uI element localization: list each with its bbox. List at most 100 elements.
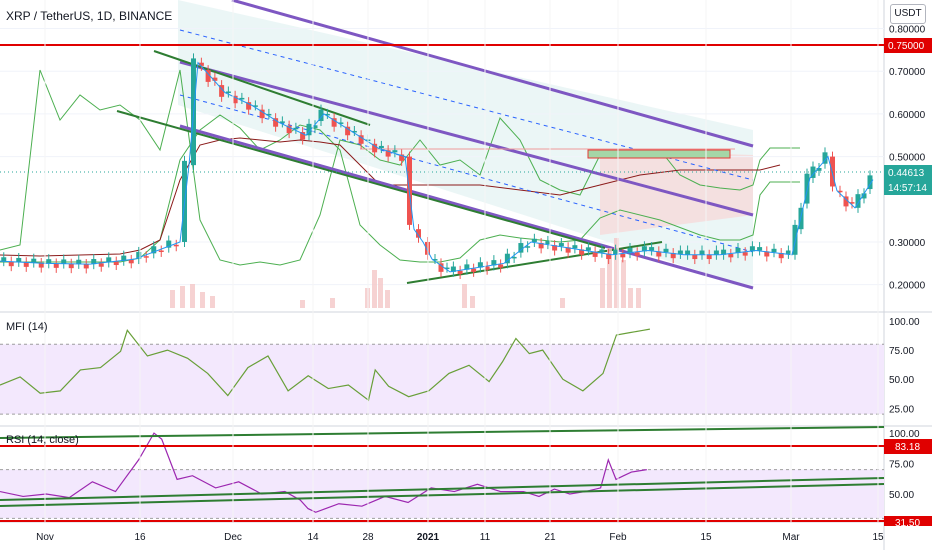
candle-body — [166, 240, 172, 248]
rsi-tick-label: 75.00 — [889, 460, 914, 471]
candle-body — [246, 102, 252, 110]
mfi-pane-title: MFI (14) — [6, 321, 48, 333]
candle-body — [649, 247, 655, 251]
candle-body — [61, 259, 67, 264]
channel-fill — [178, 0, 753, 288]
candle-body — [385, 150, 391, 157]
volume-bar — [462, 284, 467, 308]
candle-body — [627, 247, 633, 254]
candle-body — [457, 270, 463, 274]
candle-body — [511, 256, 517, 259]
candle-body — [849, 202, 855, 204]
volume-bar — [378, 278, 383, 308]
candle-body — [822, 152, 828, 164]
candle-body — [728, 253, 734, 258]
candle-body — [351, 130, 357, 133]
candle-body — [620, 253, 626, 258]
candle-body — [565, 247, 571, 253]
candle-body — [735, 247, 741, 254]
candle-body — [471, 268, 477, 272]
candle-body — [491, 260, 497, 266]
candle-body — [173, 244, 179, 247]
price-tick-label: 0.30000 — [889, 238, 926, 249]
candle-body — [68, 263, 74, 269]
candle-body — [634, 252, 640, 256]
candle-body — [613, 249, 619, 255]
candle-body — [300, 132, 306, 140]
volume-bar — [560, 298, 565, 308]
candle-body — [757, 247, 763, 251]
rsi-trendline-top — [0, 426, 885, 439]
candle-body — [358, 135, 364, 144]
cloud-fill — [600, 150, 753, 235]
candle-body — [742, 252, 748, 256]
candle-body — [31, 258, 37, 263]
level-price-label-bg — [884, 38, 932, 53]
candle-body — [464, 264, 470, 270]
candle-body — [484, 266, 490, 270]
candle-body — [585, 247, 591, 251]
rsi-level-label-bg — [884, 439, 932, 454]
candle-body — [46, 259, 52, 264]
candle-body — [867, 175, 873, 190]
candle-body — [279, 121, 285, 123]
candle-body — [518, 243, 524, 253]
volume-bar — [614, 238, 619, 308]
candle-body — [205, 70, 211, 82]
mfi-tick-label: 25.00 — [889, 404, 914, 415]
candle-body — [837, 190, 843, 193]
candle-body — [656, 251, 662, 257]
time-tick-label: 21 — [544, 532, 556, 543]
trendline-upper — [153, 50, 371, 126]
time-tick-label: Nov — [36, 532, 54, 543]
candle-body — [151, 246, 157, 254]
time-tick-label: 2021 — [417, 532, 440, 543]
time-tick-label: Mar — [782, 532, 800, 543]
candle-body — [219, 85, 225, 97]
channel-middle-line — [179, 60, 754, 217]
time-tick-label: 15 — [700, 532, 712, 543]
candle-body — [345, 126, 351, 136]
trendline-lower — [116, 110, 606, 249]
candle-body — [324, 113, 330, 116]
candle-body — [538, 243, 544, 249]
level-price-label: 0.75000 — [888, 41, 925, 52]
candle-body — [53, 263, 59, 268]
candle-body — [331, 118, 337, 127]
candle-body — [778, 253, 784, 259]
channel-lower-line — [179, 124, 754, 290]
candle-body — [771, 248, 777, 253]
candle-body — [444, 267, 450, 270]
candle-body — [450, 266, 456, 272]
candle-body — [38, 262, 44, 268]
volume-bar — [372, 270, 377, 308]
volume-bar — [628, 288, 633, 308]
current-price-label-bg — [884, 165, 932, 195]
mfi-tick-label: 50.00 — [889, 375, 914, 386]
close-price-line — [0, 61, 874, 273]
candle-body — [531, 238, 537, 242]
candle-body — [259, 109, 265, 119]
current-price-label: 0.44613 — [888, 168, 925, 179]
candle-body — [198, 62, 204, 66]
candle-body — [1, 257, 7, 262]
time-tick-label: 14 — [307, 532, 319, 543]
candle-body — [572, 245, 578, 249]
currency-button[interactable]: USDT — [890, 4, 926, 24]
candle-body — [592, 251, 598, 257]
candle-body — [252, 105, 258, 107]
volume-bar — [170, 290, 175, 308]
volume-bar — [621, 260, 626, 308]
candle-body — [98, 263, 104, 267]
symbol-title: XRP / TetherUS, 1D, BINANCE — [6, 9, 173, 23]
candle-body — [749, 246, 755, 252]
candle-body — [816, 167, 822, 171]
candle-body — [83, 264, 89, 269]
candle-body — [545, 240, 551, 245]
rsi-level-label-bg — [884, 516, 932, 526]
candle-body — [8, 261, 14, 267]
candle-body — [416, 229, 421, 238]
candle-body — [273, 118, 279, 127]
